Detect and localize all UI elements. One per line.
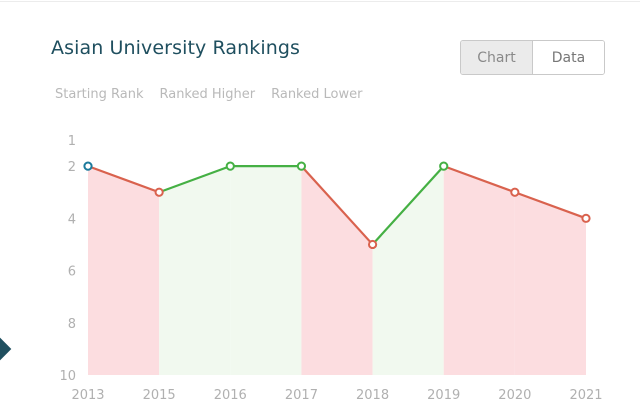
series-segment (443, 165, 516, 194)
legend-item-ranked-lower[interactable]: Ranked Lower (271, 87, 363, 102)
series-segment (300, 165, 374, 246)
x-tick-label: 2015 (143, 388, 176, 403)
x-tick-label: 2019 (427, 388, 460, 403)
x-axis: 2013 2015 2016 2017 2018 2019 2020 2021 (71, 388, 602, 403)
data-point (510, 187, 520, 197)
data-point (83, 161, 93, 171)
y-tick-label: 1 (68, 134, 76, 149)
series-segment (514, 191, 587, 220)
y-tick-label: 8 (68, 317, 76, 332)
data-point (367, 239, 378, 250)
area-segment (372, 166, 444, 375)
data-point (581, 213, 591, 223)
area-segment (159, 166, 231, 375)
x-tick-label: 2017 (285, 388, 318, 403)
x-tick-label: 2021 (569, 388, 602, 403)
y-axis: 1 2 4 6 8 10 (59, 134, 76, 384)
area-segment (514, 192, 586, 375)
series-points (83, 161, 591, 250)
legend-item-starting-rank[interactable]: Starting Rank (55, 87, 144, 102)
data-point (439, 161, 449, 171)
legend-item-ranked-higher[interactable]: Ranked Higher (159, 87, 256, 102)
y-tick-label: 10 (59, 369, 76, 384)
chart-legend: Starting Rank Ranked Higher Ranked Lower (55, 87, 362, 102)
area-segment (230, 166, 302, 375)
x-tick-label: 2013 (71, 388, 104, 403)
y-tick-label: 6 (68, 265, 76, 280)
data-view-button[interactable]: Data (532, 41, 604, 74)
chart-view-button[interactable]: Chart (461, 41, 532, 74)
y-tick-label: 4 (68, 212, 76, 227)
area-segment (443, 166, 515, 375)
page-title: Asian University Rankings (51, 37, 301, 59)
x-tick-label: 2020 (498, 388, 531, 403)
x-tick-label: 2018 (356, 388, 389, 403)
top-divider (0, 1, 640, 2)
view-toggle: Chart Data (460, 40, 605, 75)
series-segment (87, 165, 160, 194)
x-tick-label: 2016 (214, 388, 247, 403)
series-lines (87, 165, 587, 246)
series-segment (158, 165, 231, 194)
series-segment (371, 165, 445, 246)
area-fills (88, 166, 586, 375)
data-point (225, 161, 235, 171)
area-segment (88, 166, 160, 375)
data-point (296, 161, 307, 171)
y-tick-label: 2 (68, 160, 76, 175)
area-segment (301, 166, 373, 375)
data-point (154, 187, 164, 197)
